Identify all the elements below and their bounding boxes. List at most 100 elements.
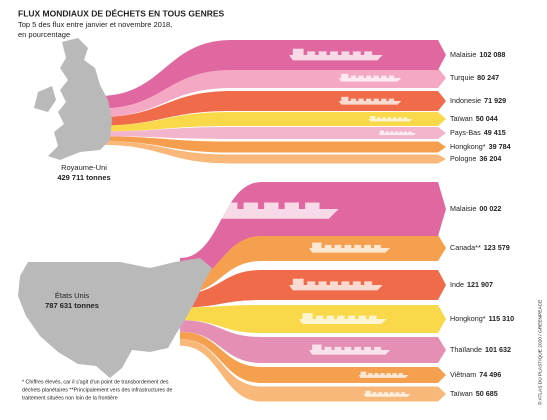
ship-icon — [368, 116, 413, 122]
credit: © ATLAS DU PLASTIQUE 2020 / GREENPEACE — [536, 300, 543, 405]
destination-name: Inde — [450, 280, 464, 289]
destination-name: Taïwan — [450, 389, 473, 398]
ship-cargo — [398, 373, 403, 375]
destination-label: Inde 121 907 — [450, 280, 493, 289]
ship-hull — [338, 101, 402, 105]
destination-label: Hongkong* 115 310 — [450, 314, 514, 323]
uk-map — [34, 38, 112, 160]
destination-name: Malaisie — [450, 204, 476, 213]
us-map — [18, 258, 212, 378]
ship-cargo — [388, 98, 395, 101]
destination-label: Canada** 123 579 — [450, 243, 510, 252]
destination-name: Thaïlande — [450, 345, 482, 354]
ship-cargo — [223, 202, 238, 209]
destination-name: Taïwan — [450, 114, 473, 123]
destination-name: Turquie — [450, 73, 474, 82]
ship-cargo — [347, 315, 356, 319]
ship-deck — [341, 96, 349, 101]
footnote: traitement situées non loin de la fronti… — [22, 395, 118, 401]
ship-cargo — [264, 202, 279, 209]
ship-cargo — [344, 244, 352, 248]
ship-cargo — [366, 98, 372, 101]
destination-amount: 36 204 — [479, 154, 501, 163]
ship-icon — [289, 278, 383, 291]
subtitle: en pourcentage — [18, 30, 70, 39]
flow-band — [98, 140, 446, 164]
footnote: déchets planétaires **Principalement ver… — [22, 387, 173, 393]
ship-cargo — [202, 202, 217, 209]
footnote: * Chiffres élevés, car il s'agit d'un po… — [22, 379, 169, 385]
ship-cargo — [369, 315, 377, 319]
flow-band — [98, 127, 446, 139]
ship-cargo — [399, 131, 403, 133]
ship-cargo — [387, 117, 392, 119]
destination-amount: 123 579 — [484, 243, 510, 252]
ship-deck — [312, 344, 322, 350]
ship-icon — [309, 242, 391, 253]
destination-label: Indonesie 71 929 — [450, 96, 506, 105]
ship-cargo — [403, 117, 408, 119]
destination-name: Viêtnam — [450, 370, 476, 379]
ship-deck — [292, 278, 304, 285]
ship-cargo — [358, 315, 366, 319]
destination-name: Pologne — [450, 154, 476, 163]
ship-cargo — [376, 117, 381, 119]
destination-amount: 00 022 — [479, 204, 501, 213]
ship-cargo — [368, 373, 373, 375]
ship-cargo — [354, 244, 362, 248]
destination-name: Indonesie — [450, 96, 481, 105]
ship-deck — [370, 116, 376, 119]
ship-deck — [360, 371, 367, 375]
ship-hull — [299, 319, 387, 325]
destination-amount: 49 415 — [484, 128, 506, 137]
ship-cargo — [318, 51, 327, 55]
destination-name: Canada** — [450, 243, 481, 252]
ship-hull — [358, 375, 409, 378]
destination-amount: 121 907 — [467, 280, 493, 289]
destination-label: Malaisie 00 022 — [450, 204, 501, 213]
ship-cargo — [352, 51, 361, 55]
ship-cargo — [341, 51, 350, 55]
ship-hull — [309, 248, 391, 253]
ship-hull — [289, 285, 383, 291]
ship-cargo — [307, 51, 316, 55]
source-total: 787 631 tonnes — [45, 301, 99, 310]
destination-name: Pays-Bas — [450, 128, 481, 137]
ship-cargo — [344, 346, 352, 350]
destination-amount: 74 496 — [479, 370, 501, 379]
ship-cargo — [350, 75, 357, 78]
destination-label: Hongkong* 39 784 — [450, 142, 511, 151]
ship-cargo — [330, 281, 338, 285]
ship-hull — [378, 133, 416, 136]
ship-cargo — [341, 281, 350, 285]
destination-label: Taïwan 50 685 — [450, 389, 498, 398]
ship-deck — [341, 73, 349, 78]
ship-cargo — [305, 202, 320, 209]
destination-label: Viêtnam 74 496 — [450, 370, 501, 379]
destination-label: Pologne 36 204 — [450, 154, 501, 163]
ship-cargo — [352, 281, 361, 285]
destination-amount: 71 929 — [484, 96, 506, 105]
ship-cargo — [364, 346, 372, 350]
destination-label: Malaisie 102 088 — [450, 50, 505, 59]
ship-cargo — [389, 392, 394, 394]
ship-cargo — [378, 392, 383, 394]
ship-cargo — [394, 131, 398, 133]
ship-cargo — [350, 98, 357, 101]
flow-band — [180, 339, 446, 402]
ship-icon — [299, 313, 387, 325]
flow-band — [98, 112, 446, 132]
ship-cargo — [374, 373, 379, 375]
ship-cargo — [392, 117, 397, 119]
ship-deck — [176, 197, 197, 209]
ship-icon — [289, 48, 383, 61]
ship-icon — [309, 344, 391, 355]
ship-cargo — [307, 281, 316, 285]
ship-cargo — [374, 346, 381, 350]
ship-deck — [292, 48, 304, 55]
ship-hull — [363, 394, 411, 397]
ship-cargo — [374, 244, 381, 248]
ship-cargo — [366, 75, 372, 78]
ship-cargo — [386, 373, 391, 375]
